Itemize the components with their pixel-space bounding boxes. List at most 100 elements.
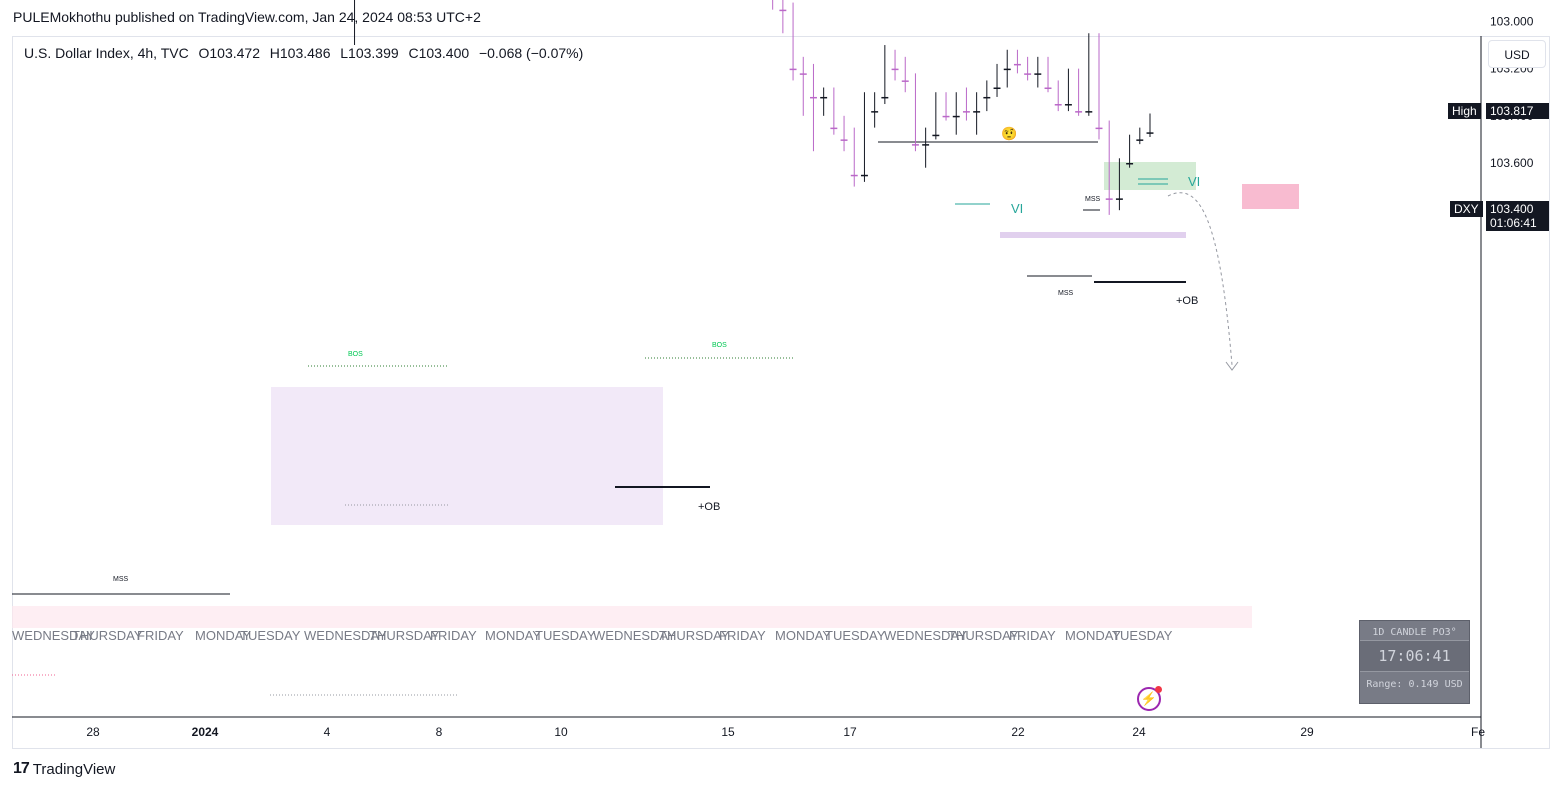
weekday-label: THURSDAY <box>948 628 1019 643</box>
pink-target-zone <box>1242 184 1299 209</box>
candle-body <box>942 115 950 118</box>
candle-body <box>1146 132 1154 134</box>
candle-body <box>1054 104 1062 106</box>
candle <box>973 92 981 135</box>
green-fvg-zone <box>1104 162 1196 190</box>
high-value-badge: 103.817 <box>1486 103 1549 119</box>
tradingview-logo[interactable]: 17 TradingView <box>13 760 115 778</box>
candle <box>1054 80 1062 112</box>
candle <box>354 0 356 46</box>
weekday-label: FRIDAY <box>719 628 766 643</box>
candle-countdown: 01:06:41 <box>1490 216 1537 230</box>
currency-button[interactable]: USD <box>1488 40 1546 68</box>
candle <box>952 92 960 135</box>
weekday-label: WEDNESDAY <box>304 628 387 643</box>
candle <box>789 2 797 81</box>
x-tick-label: 10 <box>554 725 568 739</box>
candle <box>962 87 970 121</box>
last-price-badge: 103.400 01:06:41 <box>1486 201 1549 231</box>
candle <box>820 87 828 116</box>
weekday-label: MONDAY <box>1065 628 1121 643</box>
candle <box>809 63 817 152</box>
mss-label-3: MSS <box>1085 196 1101 203</box>
candle-body <box>1136 139 1144 141</box>
ohlc-legend: U.S. Dollar Index, 4h, TVC O103.472 H103… <box>24 45 585 61</box>
candle <box>1146 113 1154 138</box>
x-tick-label: 15 <box>721 725 735 739</box>
y-tick-label: 103.600 <box>1490 156 1534 170</box>
candle <box>932 92 940 140</box>
candle-body <box>860 174 868 177</box>
candle-po3-widget: 1D CANDLE PO3° 17:06:41 Range: 0.149 USD <box>1359 620 1470 704</box>
candle-body <box>871 111 879 113</box>
candle-body <box>891 68 899 71</box>
weekday-label: WEDNESDAY <box>12 628 95 643</box>
legend-change: −0.068 (−0.07%) <box>478 45 584 61</box>
candle-body <box>1064 104 1072 106</box>
flash-icon[interactable]: ⚡ <box>1137 686 1162 711</box>
mss-label-2: MSS <box>1058 290 1074 297</box>
weekday-label: WEDNESDAY <box>593 628 676 643</box>
widget-range: Range: 0.149 USD <box>1366 679 1463 690</box>
candle <box>1013 49 1021 74</box>
x-tick-label: 2024 <box>192 725 219 739</box>
candle <box>850 127 858 187</box>
candle <box>799 56 807 116</box>
legend-open: O103.472 <box>198 45 260 61</box>
weekday-label: TUESDAY <box>240 628 301 643</box>
symbol-badge: DXY <box>1450 201 1483 217</box>
x-tick-label: 29 <box>1300 725 1314 739</box>
candle-body <box>983 96 991 99</box>
candle-body <box>1105 198 1113 200</box>
candle <box>1095 33 1103 140</box>
candle <box>1085 33 1093 116</box>
candle-body <box>1095 127 1103 130</box>
candle-body <box>932 134 940 137</box>
weekday-label: MONDAY <box>195 628 251 643</box>
candle <box>1064 68 1072 112</box>
candle-body <box>840 139 848 141</box>
candle <box>1024 56 1032 81</box>
x-tick-label: 17 <box>843 725 857 739</box>
candle-body <box>1024 73 1032 75</box>
candle-body <box>789 68 797 71</box>
weekday-label: MONDAY <box>775 628 831 643</box>
weekday-label: FRIDAY <box>430 628 477 643</box>
candle <box>779 0 787 34</box>
candle <box>942 92 950 121</box>
candle-body <box>993 87 1001 90</box>
widget-time: 17:06:41 <box>1360 641 1469 672</box>
y-tick-label: 103.000 <box>1490 14 1534 28</box>
weekday-label: FRIDAY <box>137 628 184 643</box>
candle-body <box>911 144 919 146</box>
legend-high: H103.486 <box>269 45 331 61</box>
candle-body <box>1044 87 1052 90</box>
last-price: 103.400 <box>1490 202 1534 216</box>
weekday-label: TUESDAY <box>535 628 596 643</box>
candle <box>1126 134 1134 168</box>
candle-body <box>1075 111 1083 113</box>
candle-body <box>1034 73 1042 75</box>
candle-body <box>809 96 817 99</box>
x-tick-label: 24 <box>1132 725 1146 739</box>
candle-body <box>1115 198 1123 200</box>
ob-label-2: +OB <box>1176 295 1198 307</box>
candle <box>1075 68 1083 116</box>
candle <box>1105 120 1113 215</box>
range-box <box>271 387 663 525</box>
projection-arrowhead <box>1225 361 1239 371</box>
x-tick-label: Fe <box>1471 725 1485 739</box>
candle <box>1115 158 1123 211</box>
bos-label-1: BOS <box>348 351 363 358</box>
candle <box>860 92 868 182</box>
candle <box>1044 56 1052 93</box>
projection-arrow <box>1167 192 1233 366</box>
weekday-label: THURSDAY <box>659 628 730 643</box>
tv-logo-icon: 17 <box>13 760 30 777</box>
x-tick-label: 22 <box>1011 725 1025 739</box>
candle-body <box>1013 63 1021 66</box>
candle <box>1136 127 1144 145</box>
legend-low: L103.399 <box>340 45 399 61</box>
weekday-label: THURSDAY <box>369 628 440 643</box>
